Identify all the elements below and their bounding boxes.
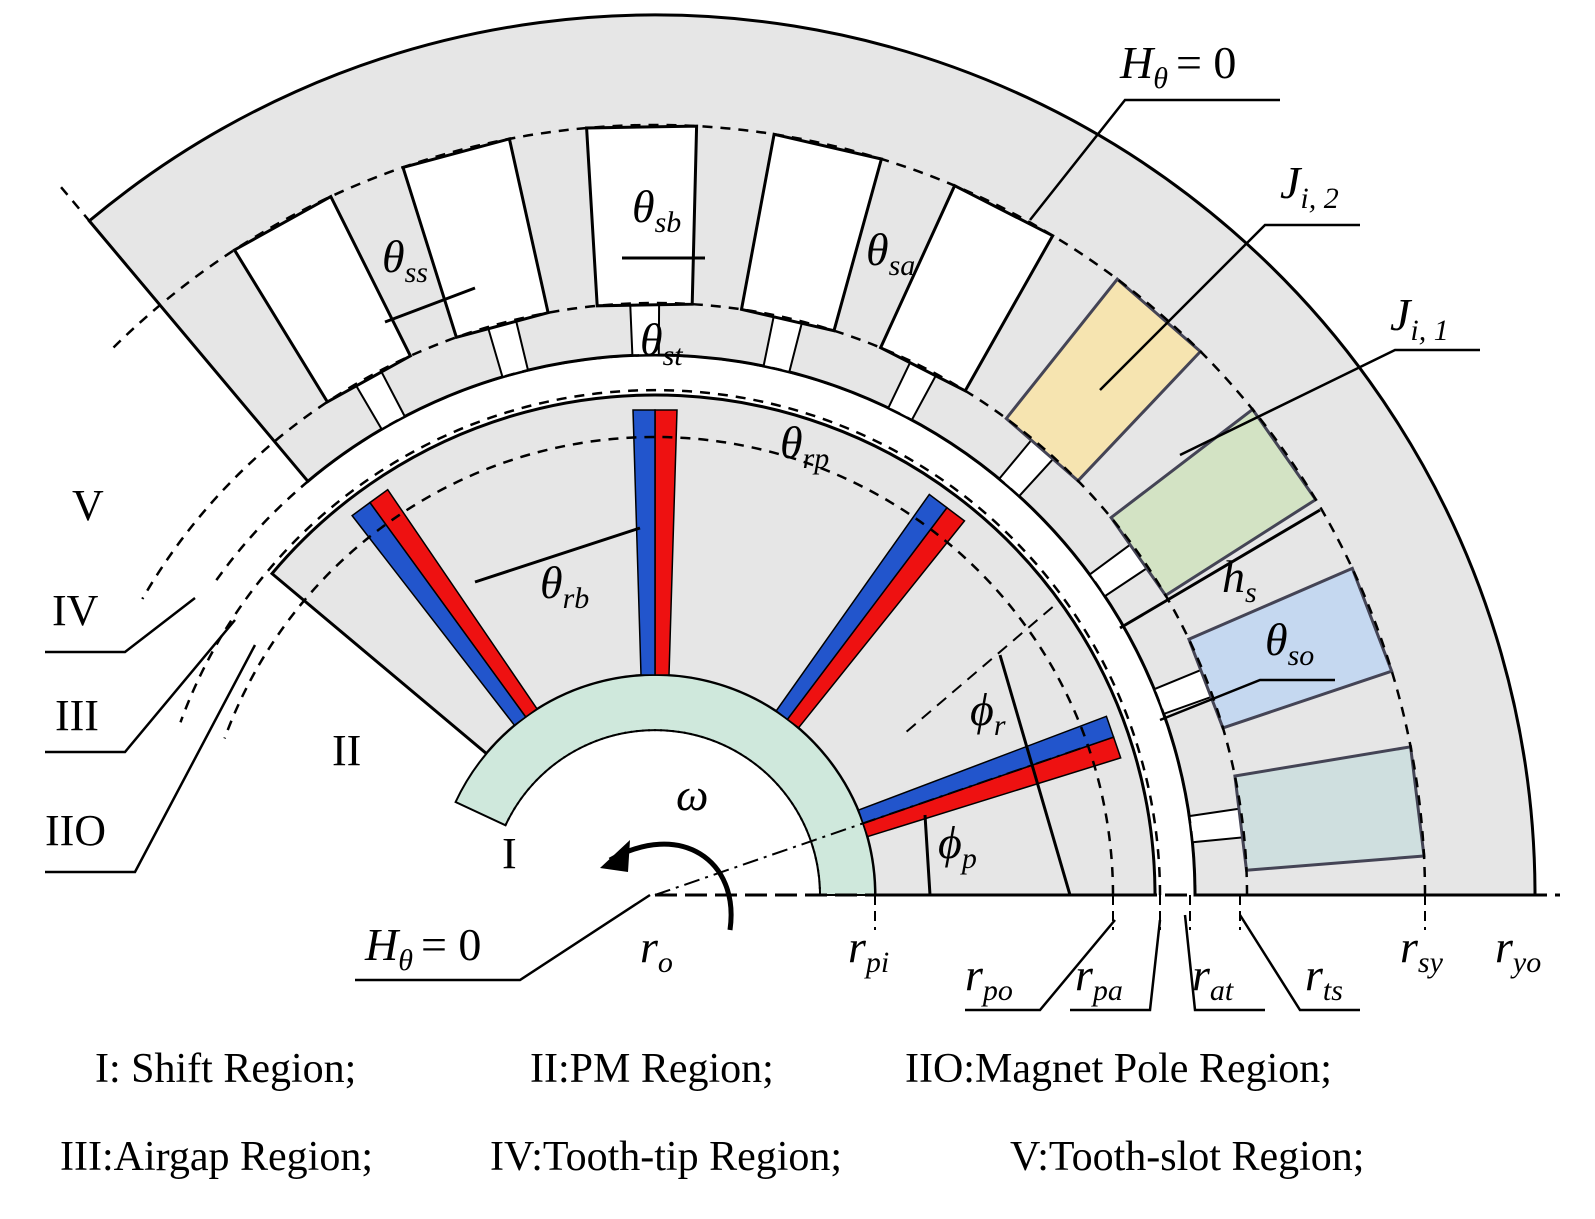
leader-line [1070,919,1162,1012]
region-boundary [179,388,1162,896]
region-boundary [223,435,1115,896]
leader-line [1179,348,1480,457]
geometry [45,13,1560,1012]
legend-item: I: Shift Region; [95,1046,356,1092]
angle-label: θsa [866,224,915,282]
leader-line [1099,223,1360,391]
pole-axis [905,600,1061,733]
dimension-arrow [998,654,1072,896]
region-label: IV [52,586,99,635]
leader-line [1029,98,1280,221]
yoke-edge [56,181,162,306]
dimension-arrow [923,814,932,896]
leader-line [45,597,196,654]
angle-label: θst [640,314,683,372]
angle-label: θsb [632,181,681,239]
region-boundary [141,301,1249,896]
leader-line [1238,914,1360,1012]
legend-item: II:PM Region; [530,1046,774,1092]
current-label: Ji, 2 [1280,157,1339,215]
leader-line [45,644,257,874]
slot [585,124,699,308]
current-label: Ji, 1 [1390,289,1449,347]
radius-label: rat [1192,949,1234,1007]
leader-line [1183,914,1265,1012]
leader-line [1159,678,1335,722]
labels: Hθ = 0 Hθ = 0 Ji, 2 Ji, 1 θss θsb θsa θst … [45,37,1541,1180]
slot [1004,277,1203,483]
region-label: I [502,829,517,878]
legend-item: IIO:Magnet Pole Region; [905,1046,1332,1092]
radius-label: rpi [848,921,889,979]
radius-label: ryo [1495,921,1541,979]
magnet-blue [632,409,656,676]
radius-label: rsy [1400,921,1444,979]
leader-line [45,619,236,754]
region-boundary [109,123,1427,896]
angle-label: θss [382,231,428,289]
shaft-dotted [504,729,821,896]
angle-label: θso [1265,614,1314,672]
pole-axis [654,744,1091,896]
boundary-label: Hθ = 0 [364,919,481,977]
radius-label: rts [1305,949,1343,1007]
region-label: III [55,691,99,740]
angle-label: θrp [780,417,829,475]
dimension-arrow [474,526,641,584]
magnet-blue [351,501,527,727]
dimension-arrow [1119,508,1321,630]
region-label: V [72,481,104,530]
dimension-arrow [384,286,476,324]
angle-label: ϕp [938,817,977,875]
radius-label: rpa [1075,949,1123,1007]
boundary-label: Hθ = 0 [1119,37,1236,95]
legend-item: III:Airgap Region; [60,1134,373,1180]
region-label: IIO [45,806,106,855]
angle-label: ϕr [970,684,1006,742]
leader-line [965,919,1116,1012]
speed-label: ω [676,769,708,820]
omega-arrow [608,841,734,931]
legend-item: V:Tooth-slot Region; [1010,1134,1364,1180]
omega-head [600,840,630,872]
magnet-blue [775,493,948,721]
region-label: II [332,726,361,775]
radius-label: ro [640,921,673,979]
slot [232,194,413,404]
length-label: hs [1222,551,1257,609]
leader-line [355,893,651,982]
radius-label: rpo [965,949,1013,1007]
legend-item: IV:Tooth-tip Region; [490,1134,842,1180]
angle-label: θrb [540,557,589,615]
